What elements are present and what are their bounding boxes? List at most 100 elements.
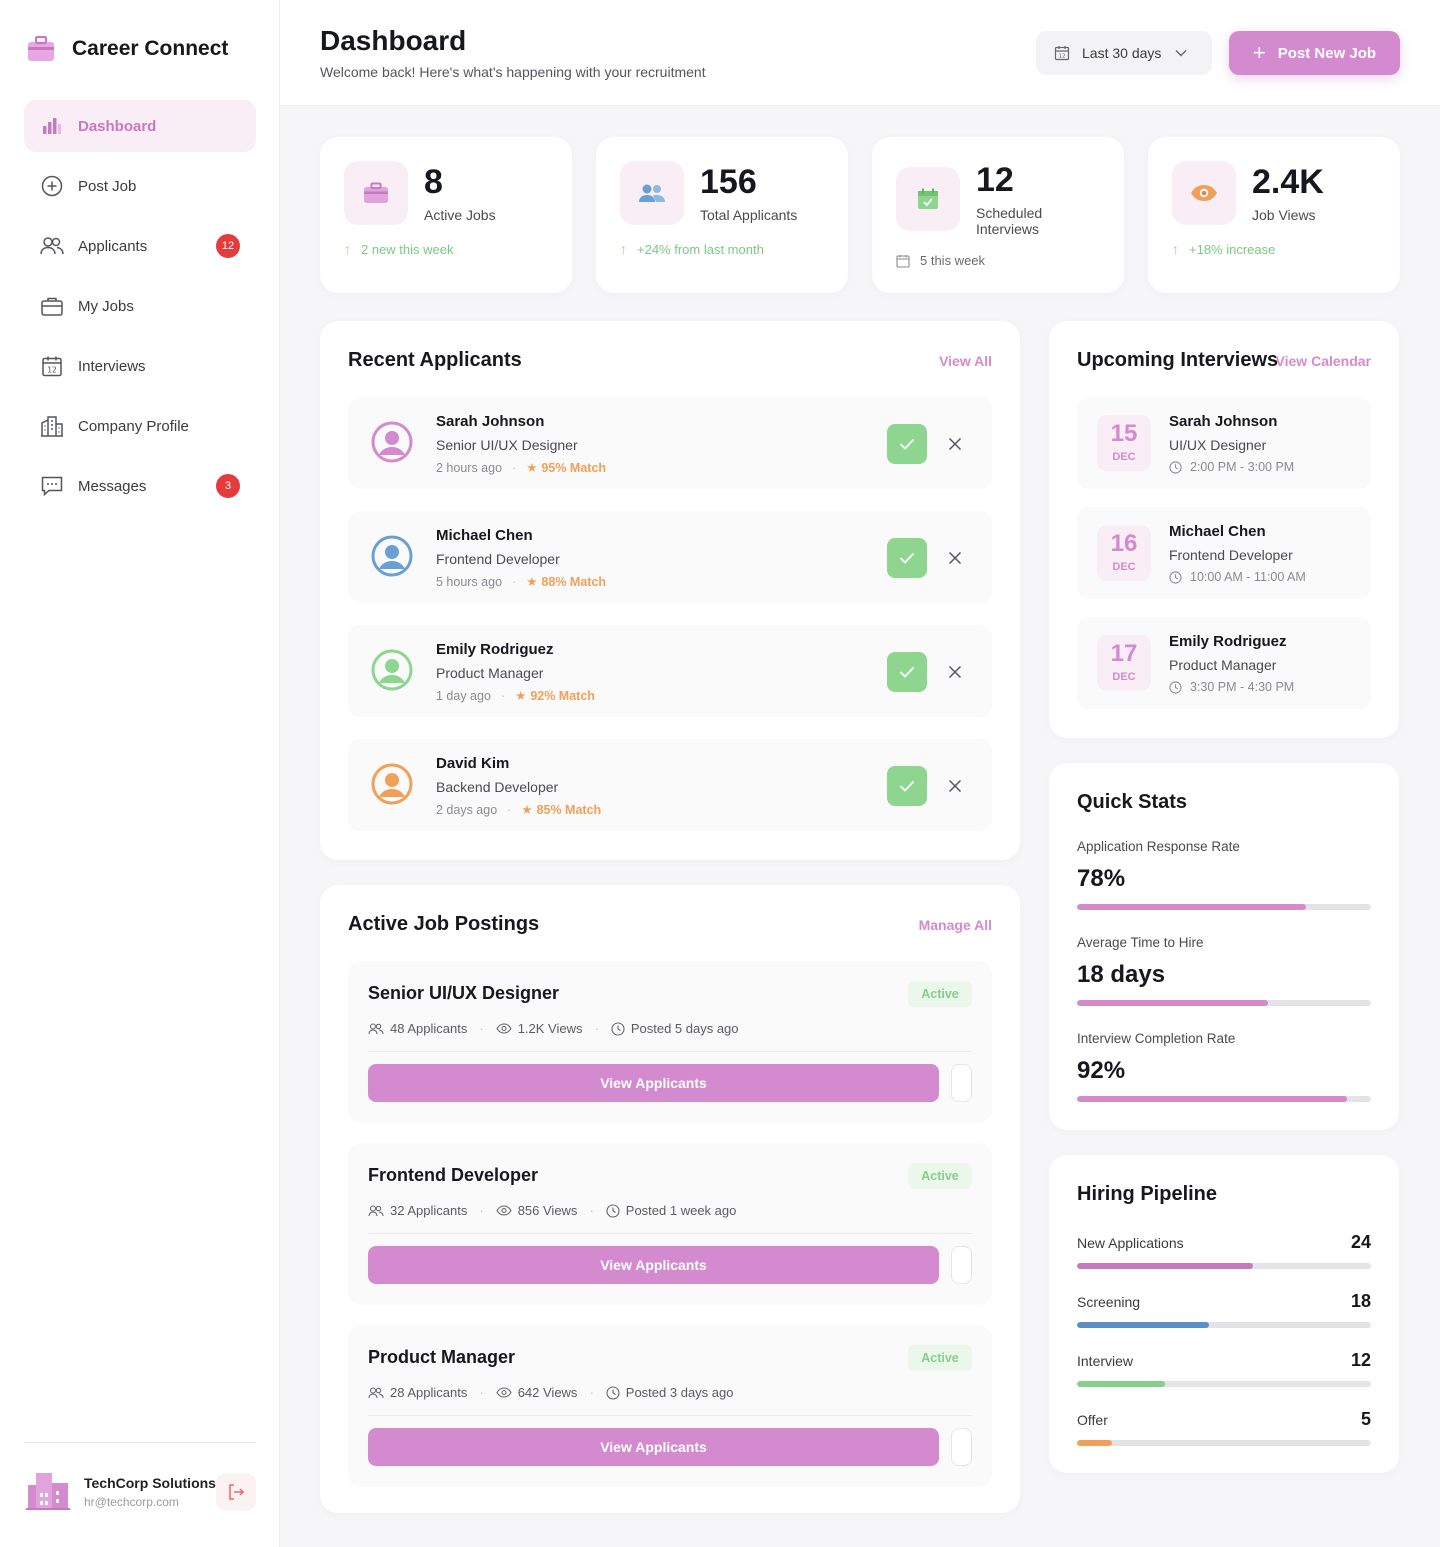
interview-time: 10:00 AM - 11:00 AM — [1169, 570, 1306, 584]
calendar-icon: 12 — [40, 354, 64, 378]
views-text: 642 Views — [517, 1385, 578, 1400]
interview-item[interactable]: 17 DEC Emily Rodriguez Product Manager 3:… — [1077, 617, 1371, 709]
check-icon — [899, 438, 915, 450]
accept-button[interactable] — [887, 652, 927, 692]
view-calendar-link[interactable]: View Calendar — [1275, 353, 1371, 369]
sidebar-item-interviews[interactable]: 12 Interviews — [24, 340, 256, 392]
status-badge: Active — [908, 981, 972, 1007]
interviewee-name: Emily Rodriguez — [1169, 633, 1287, 650]
check-icon — [899, 780, 915, 792]
applicant-role: Frontend Developer — [436, 551, 560, 567]
view-all-link[interactable]: View All — [939, 353, 992, 369]
more-options-button[interactable] — [951, 1064, 972, 1102]
pipeline-stage-count: 24 — [1350, 1232, 1371, 1252]
company-email: hr@techcorp.com — [84, 1495, 179, 1509]
accept-button[interactable] — [887, 424, 927, 464]
close-icon — [948, 665, 962, 679]
more-options-button[interactable] — [951, 1246, 972, 1284]
pipeline-fill — [1077, 1263, 1254, 1269]
match-score: 92% Match — [530, 688, 595, 703]
svg-text:12: 12 — [1059, 54, 1066, 60]
view-applicants-button[interactable]: View Applicants — [368, 1064, 939, 1102]
avatar-icon — [371, 763, 413, 805]
sidebar-item-label: Dashboard — [78, 117, 157, 135]
applicant-row[interactable]: Sarah Johnson Senior UI/UX Designer 2 ho… — [348, 397, 992, 489]
stat-label: Job Views — [1252, 207, 1316, 223]
close-icon — [948, 437, 962, 451]
job-meta: 28 Applicants · 642 Views · Posted 3 day… — [368, 1385, 733, 1400]
sidebar-item-post-job[interactable]: Post Job — [24, 160, 256, 212]
stat-card-total-applicants[interactable]: 156 Total Applicants ↑ +24% from last mon… — [596, 137, 848, 293]
pipeline-stage-label: Offer — [1077, 1412, 1108, 1428]
job-meta: 32 Applicants · 856 Views · Posted 1 wee… — [368, 1203, 736, 1218]
interview-item[interactable]: 15 DEC Sarah Johnson UI/UX Designer 2:00 … — [1077, 397, 1371, 489]
posted-date: Posted 1 week ago — [606, 1203, 736, 1218]
star-icon: ★ — [526, 575, 538, 589]
stat-card-active-jobs[interactable]: 8 Active Jobs ↑ 2 new this week — [320, 137, 572, 293]
quick-stat-label: Interview Completion Rate — [1077, 1031, 1236, 1046]
interviewee-role: Frontend Developer — [1169, 547, 1293, 563]
star-icon: ★ — [515, 689, 527, 703]
stat-value: 156 — [700, 163, 757, 201]
logout-button[interactable] — [216, 1473, 256, 1511]
brand[interactable]: Career Connect — [26, 34, 228, 64]
stat-card-scheduled-interviews[interactable]: 12 Scheduled Interviews 5 this week — [872, 137, 1124, 293]
progress-fill — [1077, 904, 1307, 910]
stat-trend: ↑ 2 new this week — [344, 241, 454, 257]
pipeline-stage-label: New Applications — [1077, 1235, 1184, 1251]
reject-button[interactable] — [945, 662, 965, 682]
applicants-count: 28 Applicants — [368, 1385, 467, 1400]
pipeline-stage-count: 12 — [1350, 1350, 1371, 1370]
interview-item[interactable]: 16 DEC Michael Chen Frontend Developer 10… — [1077, 507, 1371, 599]
reject-button[interactable] — [945, 548, 965, 568]
pipeline-fill — [1077, 1440, 1113, 1446]
sidebar-item-messages[interactable]: Messages 3 — [24, 460, 256, 512]
reject-button[interactable] — [945, 776, 965, 796]
sidebar-item-company-profile[interactable]: Company Profile — [24, 400, 256, 452]
clock-icon — [606, 1385, 620, 1400]
clock-icon — [1169, 460, 1182, 474]
interviewee-role: Product Manager — [1169, 657, 1277, 673]
job-card: Senior UI/UX Designer Active 48 Applican… — [348, 961, 992, 1123]
applicant-name: Michael Chen — [436, 527, 533, 544]
applicant-row[interactable]: David Kim Backend Developer 2 days ago · ★… — [348, 739, 992, 831]
interview-day: 15 — [1110, 420, 1138, 447]
post-new-job-button[interactable]: + Post New Job — [1229, 31, 1400, 75]
manage-all-link[interactable]: Manage All — [918, 917, 992, 933]
match-score: 85% Match — [536, 802, 602, 817]
sidebar-item-dashboard[interactable]: Dashboard — [24, 100, 256, 152]
accept-button[interactable] — [887, 766, 927, 806]
quick-stat-label: Average Time to Hire — [1077, 935, 1204, 950]
applicant-row[interactable]: Emily Rodriguez Product Manager 1 day ag… — [348, 625, 992, 717]
applied-time: 5 hours ago — [436, 574, 503, 589]
briefcase-logo-icon — [28, 35, 54, 61]
panel-title: Active Job Postings — [348, 913, 540, 935]
more-options-button[interactable] — [951, 1428, 972, 1466]
applicant-name: David Kim — [436, 755, 510, 772]
stat-value: 8 — [424, 163, 443, 201]
briefcase-icon — [344, 161, 408, 225]
view-applicants-button[interactable]: View Applicants — [368, 1246, 939, 1284]
sidebar-item-my-jobs[interactable]: My Jobs — [24, 280, 256, 332]
clock-icon — [606, 1203, 620, 1218]
date-range-select[interactable]: 12 Last 30 days — [1036, 31, 1212, 75]
status-badge: Active — [908, 1163, 972, 1189]
applied-time: 2 hours ago — [436, 460, 503, 475]
reject-button[interactable] — [945, 434, 965, 454]
view-applicants-button[interactable]: View Applicants — [368, 1428, 939, 1466]
accept-button[interactable] — [887, 538, 927, 578]
posted-text: Posted 5 days ago — [630, 1021, 739, 1036]
building-icon — [40, 414, 64, 438]
sidebar-item-applicants[interactable]: Applicants 12 — [24, 220, 256, 272]
stat-value: 2.4K — [1252, 163, 1324, 201]
calendar-icon: 12 — [1054, 46, 1070, 61]
svg-text:12: 12 — [47, 366, 57, 375]
applicants-text: 48 Applicants — [390, 1021, 468, 1036]
applicant-row[interactable]: Michael Chen Frontend Developer 5 hours … — [348, 511, 992, 603]
divider — [368, 1415, 972, 1416]
stat-card-job-views[interactable]: 2.4K Job Views ↑ +18% increase — [1148, 137, 1400, 293]
sidebar-item-label: Applicants — [78, 237, 148, 255]
pipeline-bar — [1077, 1381, 1371, 1387]
applicant-role: Product Manager — [436, 665, 544, 681]
sidebar-item-label: Company Profile — [78, 417, 189, 435]
